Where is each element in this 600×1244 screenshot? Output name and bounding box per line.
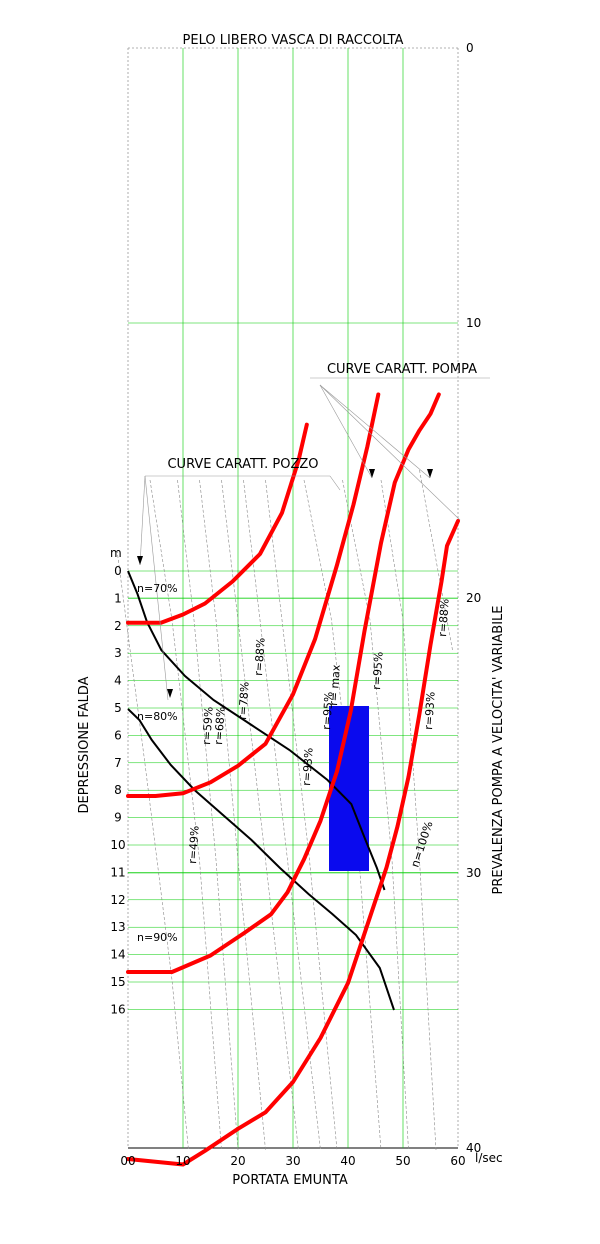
efficiency-label: r=88% [436, 598, 452, 637]
left-tick-label: 6 [114, 728, 122, 742]
right-tick-label: 10 [466, 316, 481, 330]
left-tick-label: 12 [110, 893, 125, 907]
efficiency-isoline [199, 479, 266, 1151]
efficiency-label: r=68% [212, 706, 228, 745]
efficiency-isoline [243, 479, 321, 1151]
pump-curve-label: n=100% [408, 820, 435, 869]
left-axis-unit: m [110, 546, 122, 560]
left-tick-label: 0 [114, 564, 122, 578]
pump-callout-label: CURVE CARATT. POMPA [327, 362, 477, 377]
x-tick-label: 20 [230, 1154, 245, 1168]
right-tick-label: 0 [466, 41, 474, 55]
x-tick-label: 10 [175, 1154, 190, 1168]
callouts [137, 377, 490, 701]
left-tick-label: 3 [114, 646, 122, 660]
pump-curve [126, 392, 381, 798]
efficiency-label: r=59% [200, 706, 216, 745]
efficiency-label: r=88% [252, 637, 268, 676]
efficiency-label: r= max [327, 664, 343, 706]
callout-arrow [427, 469, 433, 478]
well-curve [127, 708, 395, 1011]
pump-curves [126, 392, 460, 1167]
x-tick-label: 00 [120, 1154, 135, 1168]
callout-leader [144, 475, 169, 701]
callout-leader [329, 475, 341, 491]
pump-curve-label: n=90% [137, 931, 178, 944]
left-tick-label: 1 [114, 591, 122, 605]
callout-leader [319, 384, 461, 521]
left-tick-label: 10 [110, 838, 125, 852]
x-tick-label: 40 [340, 1154, 355, 1168]
efficiency-isoline [221, 479, 299, 1151]
efficiency-label: r=49% [186, 825, 202, 864]
efficiency-label: r=93% [300, 747, 316, 786]
left-tick-label: 8 [114, 783, 122, 797]
callout-leader [319, 384, 431, 479]
callout-arrow [167, 689, 173, 698]
right-tick-label: 20 [466, 591, 481, 605]
efficiency-isoline [342, 479, 409, 1151]
pump-curve-label: n=70% [137, 582, 178, 595]
left-axis-label: DEPRESSIONE FALDA [77, 676, 92, 813]
callout-leader [319, 384, 373, 479]
efficiency-label: r=93% [422, 691, 438, 730]
x-tick-label: 50 [395, 1154, 410, 1168]
left-tick-label: 13 [110, 920, 125, 934]
left-tick-label: 15 [110, 975, 125, 989]
left-tick-label: 16 [110, 1002, 125, 1016]
pump-curve [126, 392, 441, 974]
left-tick-label: 14 [110, 948, 125, 962]
efficiency-isoline [265, 479, 338, 1151]
x-tick-label: 60 [450, 1154, 465, 1168]
x-axis-unit: l/sec [475, 1151, 503, 1165]
labels: 00 10 20 30 40 50 6001020304001234567891011121… [110, 41, 481, 1168]
efficiency-isoline [419, 469, 453, 651]
efficiency-label: r=95% [320, 691, 336, 730]
left-tick-label: 9 [114, 811, 122, 825]
pump-curve [126, 422, 309, 625]
x-axis-label: PORTATA EMUNTA [232, 1173, 348, 1188]
right-tick-label: 30 [466, 866, 481, 880]
x-tick-label: 30 [285, 1154, 300, 1168]
pump-curve-label: n=80% [137, 710, 178, 723]
callout-leader [139, 475, 146, 566]
efficiency-isoline [303, 479, 382, 1151]
efficiency-label: r=95% [370, 651, 386, 690]
well-callout-label: CURVE CARATT. POZZO [167, 457, 318, 472]
efficiency-label: r=78% [236, 681, 252, 720]
callout-arrow [137, 556, 143, 565]
left-tick-label: 2 [114, 619, 122, 633]
right-axis-label: PREVALENZA POMPA A VELOCITA' VARIABILE [491, 606, 506, 895]
chart-title: PELO LIBERO VASCA DI RACCOLTA [183, 33, 404, 48]
efficiency-isoline [380, 479, 437, 1151]
efficiency-isoline [149, 479, 222, 1151]
grid [128, 48, 458, 1148]
pump-curve [126, 519, 460, 1167]
left-tick-label: 11 [110, 865, 125, 879]
left-tick-label: 5 [114, 701, 122, 715]
callout-arrow [369, 469, 375, 478]
efficiency-isoline [116, 549, 189, 1151]
left-tick-label: 4 [114, 674, 122, 688]
left-tick-label: 7 [114, 756, 122, 770]
efficiency-isoline [177, 479, 239, 1151]
right-tick-label: 40 [466, 1141, 481, 1155]
